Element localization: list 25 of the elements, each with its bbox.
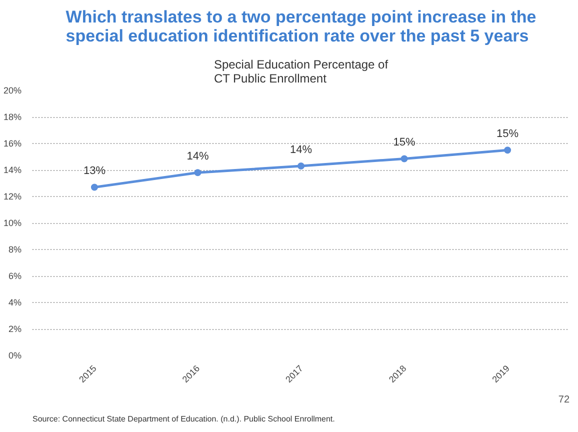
data-label: 13% <box>83 165 106 178</box>
y-tick-label: 14% <box>3 165 22 175</box>
y-tick-label: 20% <box>3 86 22 96</box>
point <box>90 184 98 191</box>
y-tick-label: 10% <box>3 218 22 228</box>
y-tick-label: 12% <box>3 192 22 202</box>
data-label: 15% <box>393 136 416 149</box>
y-tick-label: 18% <box>3 112 22 122</box>
y-tick-label: 16% <box>3 138 22 148</box>
y-tick-label: 0% <box>8 350 22 360</box>
point <box>504 146 512 154</box>
y-tick-label: 8% <box>8 244 22 254</box>
point <box>400 155 408 162</box>
y-tick-label: 6% <box>8 271 22 281</box>
y-tick-label: 4% <box>8 298 22 308</box>
data-label: 14% <box>290 144 312 156</box>
y-tick-label: 2% <box>8 324 22 334</box>
data-label: 15% <box>496 128 519 140</box>
point <box>194 169 202 176</box>
chart-subtitle: Special Education Percentage of CT Public Enrollment <box>214 58 389 86</box>
chart-title: Which translates to a two percentage point increase in the special education identification rate over the past 5 years <box>66 8 536 46</box>
point <box>298 162 304 170</box>
data-label: 14% <box>186 150 209 163</box>
source-note: Source: Connecticut State Department of Education. (n.d.). Public School Enrollment. <box>32 414 335 424</box>
text: 72 <box>558 394 570 406</box>
